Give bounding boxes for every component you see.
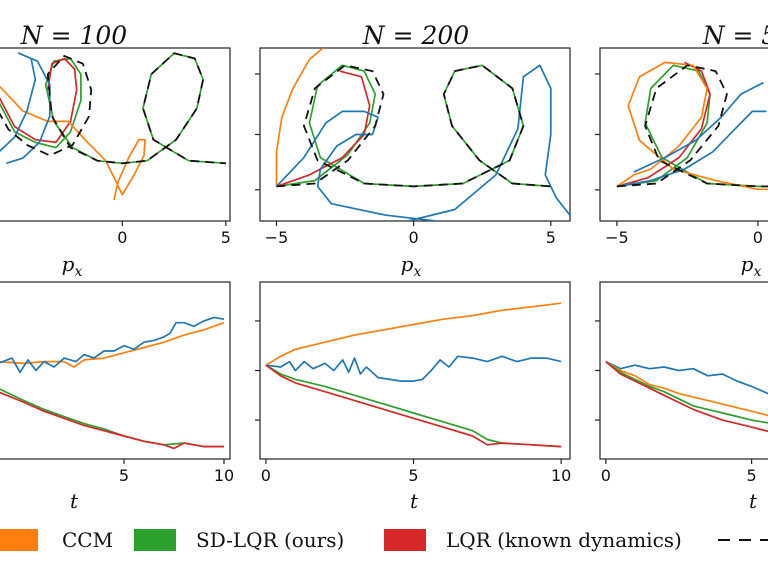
plot-layer: 0 5 −5 0 5 −5 0 5 10 0 5 10 0 5 bbox=[0, 48, 768, 485]
series-line-sd-lqr-ours bbox=[616, 64, 768, 188]
series-line-ccm bbox=[275, 48, 324, 187]
x-tick-label: 5 bbox=[221, 228, 231, 247]
series-line-blue-trajectory bbox=[275, 110, 436, 221]
x-tick-label: 5 bbox=[546, 228, 556, 247]
x-tick-label: 5 bbox=[746, 466, 756, 485]
series-line-blue-trajectory bbox=[616, 110, 767, 188]
series-line-lqr-known-dynamics bbox=[0, 57, 78, 144]
x-tick-label: 10 bbox=[214, 466, 234, 485]
series-line-lqr-known-dynamics bbox=[605, 360, 768, 433]
legend-swatch-lqr bbox=[384, 529, 426, 551]
series-line-blue-trajectory bbox=[633, 81, 764, 173]
series-line-blue-trajectory bbox=[0, 316, 225, 374]
panel-bottom-1-lines bbox=[0, 316, 225, 450]
xlabel-top-2: px bbox=[401, 252, 422, 280]
x-tick-label: −5 bbox=[265, 228, 289, 247]
panel-top-1-lines bbox=[0, 52, 226, 201]
x-tick-label: 0 bbox=[409, 228, 419, 247]
legend-swatch-ccm bbox=[0, 529, 38, 551]
legend-label-lqr: LQR (known dynamics) bbox=[446, 528, 682, 552]
panel-frame-top-3 bbox=[599, 47, 768, 222]
legend-swatch-sdlqr bbox=[134, 529, 176, 551]
xlabel-bottom-1: t bbox=[70, 489, 79, 513]
panel-bottom-2-lines bbox=[265, 302, 562, 448]
x-tick-label: 0 bbox=[601, 466, 611, 485]
series-line-lqr-known-dynamics bbox=[265, 364, 562, 448]
series-line-sd-lqr-ours bbox=[605, 360, 768, 424]
series-line-ccm bbox=[0, 85, 146, 201]
panel-bottom-3-lines bbox=[605, 360, 768, 433]
legend-label-ccm: CCM bbox=[62, 528, 113, 552]
panel-frame-top-1 bbox=[0, 47, 231, 222]
x-tick-label: 10 bbox=[551, 466, 571, 485]
title-panel-1: N = 100 bbox=[20, 21, 128, 50]
series-line-reference bbox=[276, 64, 551, 188]
xlabel-bottom-2: t bbox=[410, 489, 419, 513]
x-tick-label: 0 bbox=[117, 228, 127, 247]
series-line-reference bbox=[616, 64, 768, 188]
panel-top-3-lines bbox=[616, 61, 768, 191]
series-line-sd-lqr-ours bbox=[276, 64, 551, 188]
series-line-ccm bbox=[0, 321, 225, 368]
x-tick-label: 0 bbox=[753, 228, 763, 247]
series-line-blue-trajectory bbox=[407, 64, 570, 221]
x-tick-label: 5 bbox=[408, 466, 418, 485]
panel-top-2-lines bbox=[275, 48, 570, 221]
series-line-lqr-known-dynamics bbox=[0, 391, 224, 450]
legend-label-sdlqr: SD-LQR (ours) bbox=[196, 528, 344, 552]
xlabel-top-1: px bbox=[62, 252, 83, 280]
x-tick-label: −5 bbox=[605, 228, 629, 247]
legend: CCM SD-LQR (ours) LQR (known dynamics) bbox=[0, 528, 768, 552]
series-line-ccm bbox=[616, 61, 768, 191]
series-line-lqr-known-dynamics bbox=[616, 61, 711, 188]
series-line-sd-lqr-ours bbox=[265, 364, 562, 448]
series-line-ccm bbox=[605, 360, 768, 417]
panel-frame-top-2 bbox=[259, 47, 571, 222]
title-panel-3: N = 5 bbox=[702, 21, 768, 50]
panel-frame-bottom-1 bbox=[0, 281, 231, 460]
xlabel-top-3: px bbox=[741, 252, 762, 280]
series-line-blue-trajectory bbox=[605, 360, 768, 395]
x-tick-label: 0 bbox=[261, 466, 271, 485]
series-line-ccm bbox=[265, 302, 562, 366]
series-line-reference bbox=[0, 52, 226, 165]
series-line-blue-trajectory bbox=[0, 52, 51, 165]
title-panel-2: N = 200 bbox=[362, 21, 470, 50]
xlabel-bottom-3: t bbox=[749, 489, 758, 513]
series-line-blue-trajectory bbox=[265, 355, 562, 382]
series-line-sd-lqr-ours bbox=[0, 388, 224, 448]
x-tick-label: 5 bbox=[119, 466, 129, 485]
